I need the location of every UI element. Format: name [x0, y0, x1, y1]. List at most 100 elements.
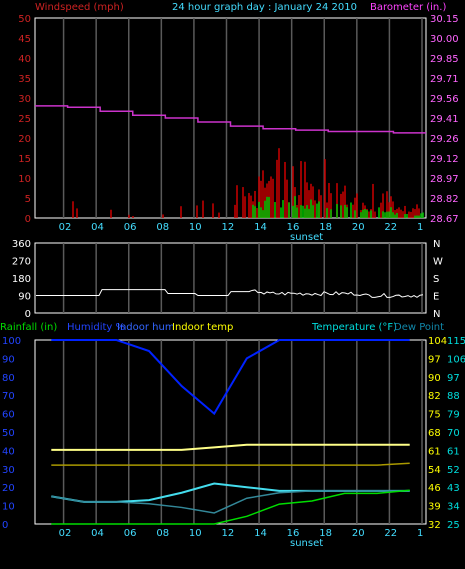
rainfall-axis-label: Rainfall (in): [0, 322, 57, 333]
humidity-tick-label: 70: [2, 391, 15, 402]
p3-x-tick: 04: [91, 528, 104, 539]
baro-tick-label: 29.41: [430, 114, 459, 125]
indoor-temp-tick-label: 75: [428, 410, 441, 421]
chart-title: 24 hour graph day : January 24 2010: [172, 2, 357, 13]
indoor-temp-tick-label: 82: [428, 391, 441, 402]
outdoor-temp-tick-label: 115: [447, 336, 465, 347]
humidity-tick-label: 10: [2, 502, 15, 513]
indoor-temp-tick-label: 32: [428, 520, 441, 531]
humidity-tick-label: 30: [2, 465, 15, 476]
humidity-temperature-panel: 1009080706050403020100104979082756861544…: [2, 336, 465, 549]
p1-x-tick: 14: [254, 222, 267, 233]
wind-tick-label: 40: [18, 54, 31, 65]
wind-tick-label: 15: [18, 154, 31, 165]
indoor-hum-line: [51, 462, 410, 466]
sunset-label: sunset: [290, 232, 323, 243]
sunset-label: sunset: [290, 538, 323, 549]
winddir-compass-label: W: [433, 257, 443, 268]
barometer-axis-label: Barometer (in.): [370, 2, 446, 13]
p1-x-tick: 12: [222, 222, 235, 233]
baro-tick-label: 29.26: [430, 134, 459, 145]
indoor-temp-tick-label: 68: [428, 428, 441, 439]
p3-x-tick: 18: [319, 528, 332, 539]
indoor-temp-tick-label: 46: [428, 483, 441, 494]
p3-x-tick: 14: [254, 528, 267, 539]
windspeed-axis-label: Windspeed (mph): [35, 2, 124, 13]
p3-x-tick: 08: [156, 528, 169, 539]
baro-tick-label: 29.12: [430, 154, 459, 165]
p1-x-tick: 04: [91, 222, 104, 233]
outdoor-temp-tick-label: 97: [447, 373, 460, 384]
humidity-tick-label: 50: [2, 428, 15, 439]
humidity-line: [51, 339, 410, 416]
baro-tick-label: 29.56: [430, 94, 459, 105]
p1-x-tick: 1: [417, 222, 423, 233]
wind-tick-label: 20: [18, 134, 31, 145]
indoor-temp-tick-label: 104: [428, 336, 447, 347]
wind-tick-label: 50: [18, 14, 31, 25]
indoor-temp-tick-label: 54: [428, 465, 441, 476]
wind-tick-label: 30: [18, 94, 31, 105]
p3-x-tick: 22: [384, 528, 397, 539]
p1-x-tick: 20: [352, 222, 365, 233]
p1-x-tick: 22: [384, 222, 397, 233]
p3-x-tick: 02: [59, 528, 72, 539]
winddir-tick-label: 90: [18, 292, 31, 303]
outdoor-temp-tick-label: 79: [447, 410, 460, 421]
outdoor-temp-tick-label: 106: [447, 354, 465, 365]
indoor-temp-tick-label: 61: [428, 446, 441, 457]
p2-frame: [34, 242, 427, 314]
humidity-tick-label: 90: [2, 354, 15, 365]
winddir-tick-label: 360: [12, 239, 31, 250]
outdoor-temp-tick-label: 61: [447, 446, 460, 457]
rainfall-line: [51, 489, 410, 525]
humidity-tick-label: 100: [2, 336, 21, 347]
wind-tick-label: 0: [25, 214, 31, 225]
indoor-temp-tick-label: 97: [428, 354, 441, 365]
humidity-tick-label: 60: [2, 410, 15, 421]
winddir-compass-label: N: [433, 309, 440, 320]
wind-tick-label: 25: [18, 114, 31, 125]
indoor-temp-label: Indoor temp: [172, 322, 233, 333]
wind-direction-line: [36, 289, 424, 298]
outdoor-temp-tick-label: 25: [447, 520, 460, 531]
p3-x-tick: 06: [124, 528, 137, 539]
p3-x-tick: 12: [222, 528, 235, 539]
p1-x-tick: 16: [287, 222, 300, 233]
indoor-temp-line: [51, 443, 410, 451]
outdoor-temp-tick-label: 43: [447, 483, 460, 494]
p3-x-tick: 20: [352, 528, 365, 539]
wind-barometer-panel: 5045403530252015105030.1530.0029.8529.71…: [18, 14, 458, 243]
p3-frame: [34, 339, 427, 525]
winddir-tick-label: 0: [25, 309, 31, 320]
p3-x-tick: 16: [287, 528, 300, 539]
p3-x-tick: 1: [417, 528, 423, 539]
p1-x-tick: 10: [189, 222, 202, 233]
p1-x-tick: 06: [124, 222, 137, 233]
barometer-line: [35, 105, 426, 134]
baro-tick-label: 28.67: [430, 214, 459, 225]
indoor-temp-tick-label: 90: [428, 373, 441, 384]
humidity-tick-label: 0: [2, 520, 8, 531]
humidity-axis-label: Humidity %: [67, 322, 125, 333]
outdoor-temp-tick-label: 88: [447, 391, 460, 402]
p1-x-tick: 02: [59, 222, 72, 233]
p1-x-tick: 08: [156, 222, 169, 233]
baro-tick-label: 30.15: [430, 14, 459, 25]
baro-tick-label: 29.85: [430, 54, 459, 65]
outdoor-temp-tick-label: 34: [447, 502, 460, 513]
humidity-tick-label: 20: [2, 483, 15, 494]
indoor-hum-label: Indoor hum: [117, 322, 175, 333]
wind-tick-label: 10: [18, 174, 31, 185]
winddir-compass-label: E: [433, 292, 439, 303]
winddir-tick-label: 270: [12, 257, 31, 268]
p1-frame: [34, 17, 427, 219]
wind-tick-label: 45: [18, 34, 31, 45]
outdoor-temp-tick-label: 70: [447, 428, 460, 439]
baro-tick-label: 28.82: [430, 194, 459, 205]
humidity-tick-label: 40: [2, 446, 15, 457]
humidity-tick-label: 80: [2, 373, 15, 384]
baro-tick-label: 30.00: [430, 34, 459, 45]
outdoor-temp-tick-label: 52: [447, 465, 460, 476]
